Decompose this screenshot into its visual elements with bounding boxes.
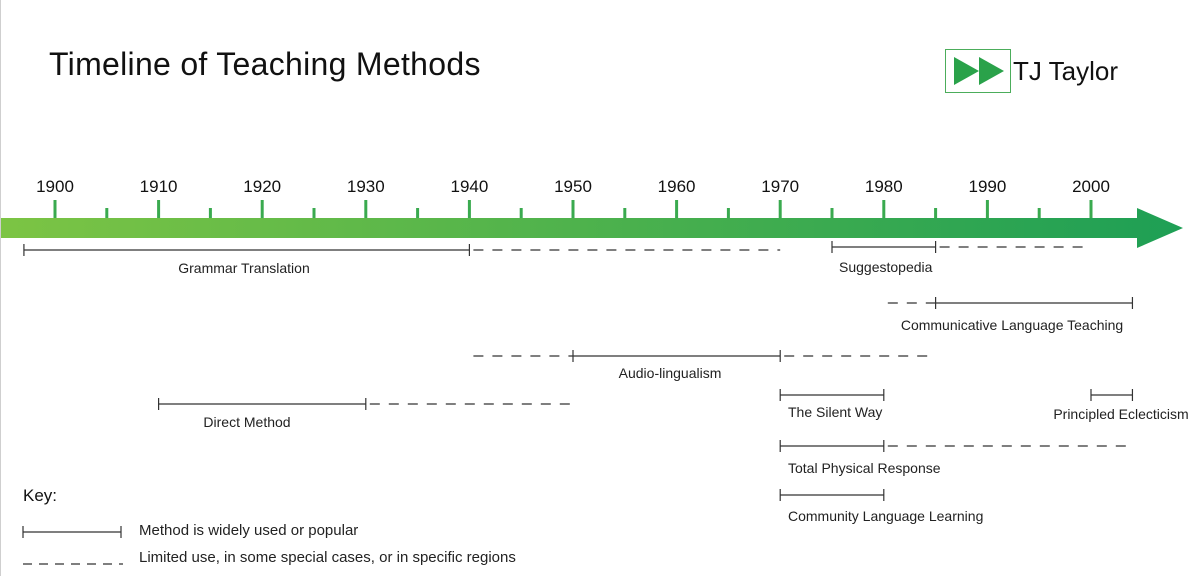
key-dashed-label: Limited use, in some special cases, or i… bbox=[139, 549, 516, 566]
method-label: Communicative Language Teaching bbox=[901, 317, 1123, 333]
year-label: 1990 bbox=[968, 177, 1006, 196]
year-label: 2000 bbox=[1072, 177, 1110, 196]
minor-tick bbox=[312, 208, 316, 218]
major-tick bbox=[882, 200, 886, 218]
minor-tick bbox=[623, 208, 627, 218]
year-label: 1970 bbox=[761, 177, 799, 196]
major-tick bbox=[364, 200, 368, 218]
year-label: 1940 bbox=[450, 177, 488, 196]
minor-tick bbox=[1037, 208, 1041, 218]
method-row: Suggestopedia bbox=[831, 241, 1091, 275]
year-label: 1900 bbox=[36, 177, 74, 196]
timeline-arrow bbox=[1, 208, 1183, 248]
method-label: Total Physical Response bbox=[788, 460, 941, 476]
method-label: Suggestopedia bbox=[839, 259, 933, 275]
method-label: Principled Eclecticism bbox=[1053, 406, 1188, 422]
minor-tick bbox=[208, 208, 212, 218]
year-label: 1930 bbox=[347, 177, 385, 196]
minor-tick bbox=[519, 208, 523, 218]
method-row: Grammar Translation bbox=[23, 244, 781, 276]
major-tick bbox=[571, 200, 575, 218]
method-label: Community Language Learning bbox=[788, 508, 983, 524]
major-tick bbox=[157, 200, 161, 218]
major-tick bbox=[467, 200, 471, 218]
logo-text: TJ Taylor bbox=[1013, 56, 1118, 86]
minor-tick bbox=[726, 208, 730, 218]
method-label: The Silent Way bbox=[788, 404, 882, 420]
year-label: 1950 bbox=[554, 177, 592, 196]
major-tick bbox=[53, 200, 57, 218]
method-label: Direct Method bbox=[203, 414, 290, 430]
page-title: Timeline of Teaching Methods bbox=[49, 46, 481, 82]
major-tick bbox=[985, 200, 989, 218]
major-tick bbox=[260, 200, 264, 218]
minor-tick bbox=[830, 208, 834, 218]
major-tick bbox=[675, 200, 679, 218]
year-label: 1920 bbox=[243, 177, 281, 196]
key-solid-label: Method is widely used or popular bbox=[139, 522, 359, 539]
method-row: Audio-lingualism bbox=[473, 350, 936, 381]
method-row: Principled Eclecticism bbox=[1053, 389, 1189, 422]
method-label: Audio-lingualism bbox=[619, 365, 722, 381]
method-row: Community Language Learning bbox=[779, 489, 983, 524]
minor-tick bbox=[934, 208, 938, 218]
year-label: 1960 bbox=[658, 177, 696, 196]
method-label: Grammar Translation bbox=[178, 260, 309, 276]
fast-forward-icon bbox=[954, 57, 1004, 85]
method-row: Communicative Language Teaching bbox=[887, 297, 1134, 333]
major-tick bbox=[778, 200, 782, 218]
logo bbox=[945, 49, 1011, 93]
year-label: 1980 bbox=[865, 177, 903, 196]
method-row: Direct Method bbox=[158, 398, 573, 430]
major-tick bbox=[1089, 200, 1093, 218]
minor-tick bbox=[105, 208, 109, 218]
method-row: Total Physical Response bbox=[779, 440, 1133, 476]
minor-tick bbox=[416, 208, 420, 218]
key-title: Key: bbox=[23, 486, 58, 505]
year-label: 1910 bbox=[140, 177, 178, 196]
method-row: The Silent Way bbox=[779, 389, 885, 420]
